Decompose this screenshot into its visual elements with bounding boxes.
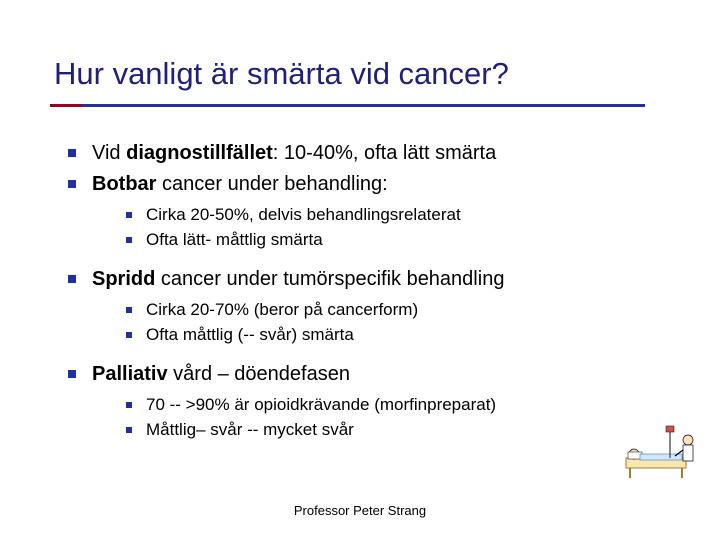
title-underline xyxy=(50,104,645,107)
doctor-patient-clipart xyxy=(620,420,698,482)
slide-body: Vid diagnostillfället: 10-40%, ofta lätt… xyxy=(66,140,666,456)
slide-title: Hur vanligt är smärta vid cancer? xyxy=(54,56,509,92)
bullet-item: Palliativ vård – döendefasen 70 -- >90% ä… xyxy=(66,361,666,442)
bullet-text: Palliativ vård – döendefasen xyxy=(92,363,350,385)
bullet-text: Vid diagnostillfället: 10-40%, ofta lätt… xyxy=(92,142,496,164)
sub-bullet-item: Ofta lätt- måttlig smärta xyxy=(124,229,666,252)
bullet-text: Botbar cancer under behandling: xyxy=(92,173,388,195)
slide-footer: Professor Peter Strang xyxy=(0,503,720,518)
accent-short xyxy=(50,104,82,107)
sub-bullet-item: Cirka 20-50%, delvis behandlingsrelatera… xyxy=(124,204,666,227)
bullet-item: Spridd cancer under tumörspecifik behand… xyxy=(66,266,666,347)
bullet-item: Vid diagnostillfället: 10-40%, ofta lätt… xyxy=(66,140,666,167)
accent-long xyxy=(82,104,645,107)
bullet-list: Vid diagnostillfället: 10-40%, ofta lätt… xyxy=(66,140,666,442)
sub-bullet-list: Cirka 20-50%, delvis behandlingsrelatera… xyxy=(92,204,666,252)
sub-bullet-item: Måttlig– svår -- mycket svår xyxy=(124,419,666,442)
sub-bullet-item: Cirka 20-70% (beror på cancerform) xyxy=(124,299,666,322)
bullet-item: Botbar cancer under behandling: Cirka 20-… xyxy=(66,171,666,252)
sub-bullet-list: 70 -- >90% är opioidkrävande (morfinprep… xyxy=(92,394,666,442)
sub-bullet-item: 70 -- >90% är opioidkrävande (morfinprep… xyxy=(124,394,666,417)
bullet-text: Spridd cancer under tumörspecifik behand… xyxy=(92,268,504,290)
slide: Hur vanligt är smärta vid cancer? Vid di… xyxy=(0,0,720,540)
sub-bullet-list: Cirka 20-70% (beror på cancerform)Ofta m… xyxy=(92,299,666,347)
sub-bullet-item: Ofta måttlig (-- svår) smärta xyxy=(124,324,666,347)
